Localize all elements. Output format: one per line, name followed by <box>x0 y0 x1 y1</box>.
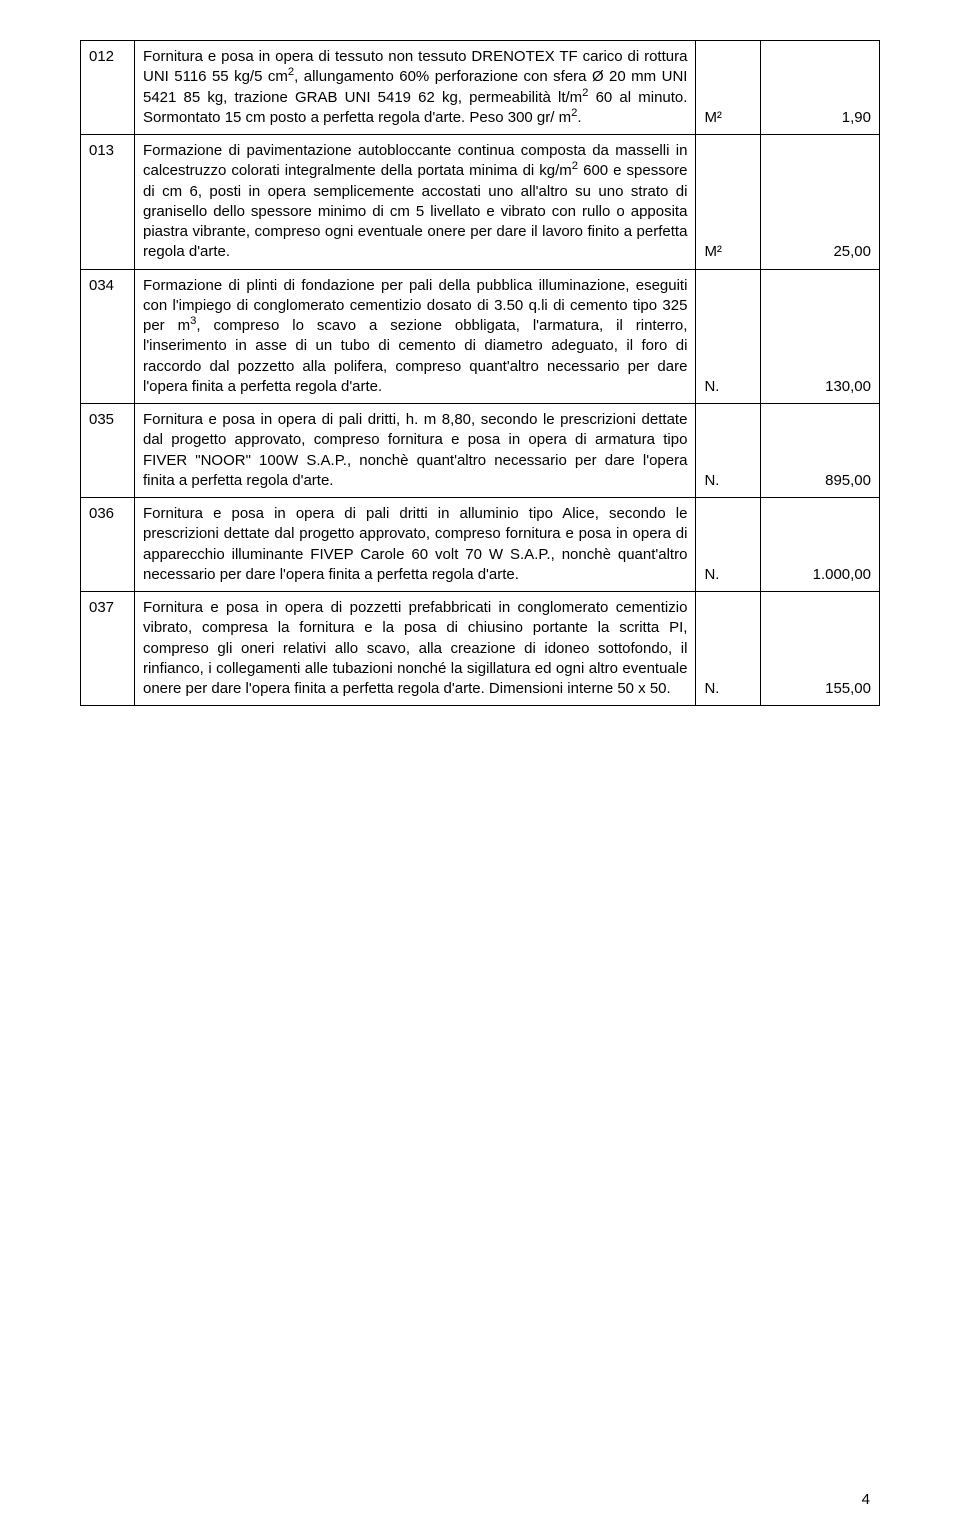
row-description: Fornitura e posa in opera di pali dritti… <box>134 498 695 592</box>
row-description: Formazione di pavimentazione autobloccan… <box>134 135 695 270</box>
price-table: 012Fornitura e posa in opera di tessuto … <box>80 40 880 706</box>
row-price: 895,00 <box>761 404 880 498</box>
row-description: Fornitura e posa in opera di pali dritti… <box>134 404 695 498</box>
row-price: 25,00 <box>761 135 880 270</box>
row-unit: N. <box>696 269 761 404</box>
row-code: 035 <box>81 404 135 498</box>
row-code: 034 <box>81 269 135 404</box>
row-unit: M² <box>696 41 761 135</box>
row-code: 037 <box>81 592 135 706</box>
row-code: 012 <box>81 41 135 135</box>
row-description: Formazione di plinti di fondazione per p… <box>134 269 695 404</box>
table-row: 035Fornitura e posa in opera di pali dri… <box>81 404 880 498</box>
table-row: 036Fornitura e posa in opera di pali dri… <box>81 498 880 592</box>
row-price: 155,00 <box>761 592 880 706</box>
page-number: 4 <box>862 1491 870 1508</box>
table-row: 013Formazione di pavimentazione autobloc… <box>81 135 880 270</box>
price-table-body: 012Fornitura e posa in opera di tessuto … <box>81 41 880 706</box>
table-row: 037Fornitura e posa in opera di pozzetti… <box>81 592 880 706</box>
row-description: Fornitura e posa in opera di pozzetti pr… <box>134 592 695 706</box>
row-unit: N. <box>696 498 761 592</box>
table-row: 034Formazione di plinti di fondazione pe… <box>81 269 880 404</box>
row-price: 130,00 <box>761 269 880 404</box>
row-unit: N. <box>696 592 761 706</box>
row-description: Fornitura e posa in opera di tessuto non… <box>134 41 695 135</box>
row-price: 1.000,00 <box>761 498 880 592</box>
page-container: 012Fornitura e posa in opera di tessuto … <box>0 0 960 1538</box>
row-unit: M² <box>696 135 761 270</box>
row-code: 013 <box>81 135 135 270</box>
row-unit: N. <box>696 404 761 498</box>
row-price: 1,90 <box>761 41 880 135</box>
row-code: 036 <box>81 498 135 592</box>
table-row: 012Fornitura e posa in opera di tessuto … <box>81 41 880 135</box>
